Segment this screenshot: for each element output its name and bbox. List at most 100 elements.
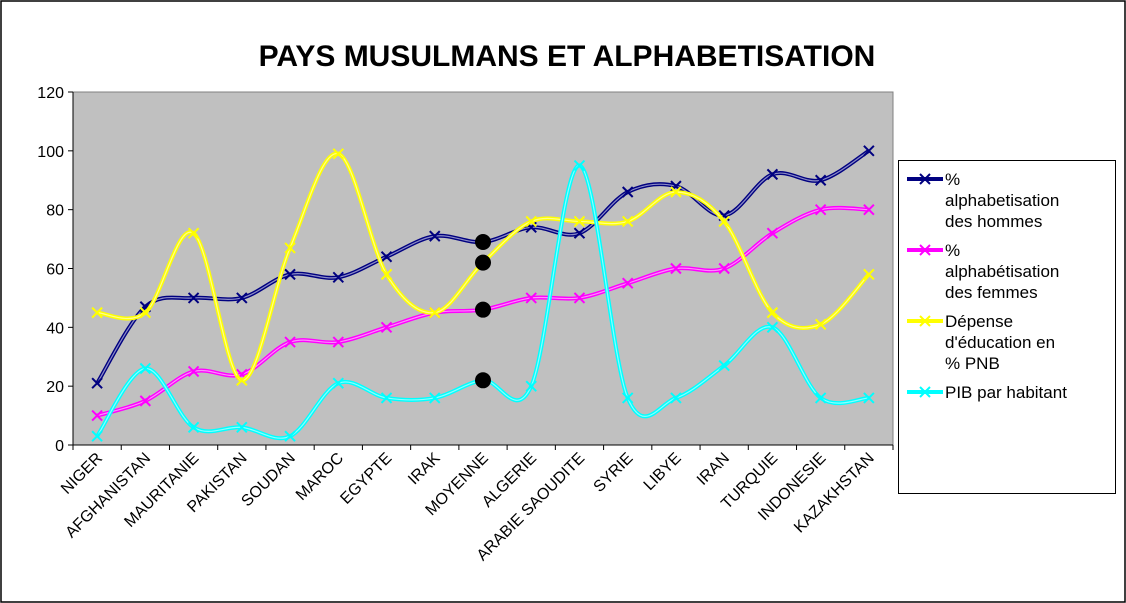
data-point [380, 392, 393, 404]
highlight-point [475, 234, 491, 251]
data-point [621, 277, 634, 289]
marker [919, 244, 931, 256]
data-point [187, 365, 200, 378]
data-point [766, 321, 779, 334]
marker [236, 374, 248, 386]
marker [525, 215, 537, 228]
data-point [814, 203, 827, 216]
legend-entry: % alphabétisation des femmes [903, 240, 1073, 303]
data-point [718, 262, 730, 275]
marker [863, 203, 875, 216]
data-point [525, 215, 537, 228]
data-point [187, 421, 200, 434]
data-point [621, 186, 634, 198]
legend-swatch [907, 244, 943, 256]
legend-swatch [907, 386, 943, 398]
data-point [863, 392, 875, 404]
data-point [91, 306, 103, 319]
marker [814, 392, 827, 404]
data-point [573, 292, 586, 304]
marker [814, 318, 827, 331]
legend-label: Dépense d'éducation en % PNB [945, 312, 1056, 373]
marker [766, 168, 779, 181]
data-point [814, 392, 827, 404]
marker [718, 262, 730, 275]
highlight-point [475, 372, 491, 389]
data-point [863, 203, 875, 216]
legend-swatch [907, 315, 943, 327]
marker [91, 306, 103, 319]
marker [187, 227, 200, 239]
marker [814, 203, 827, 216]
marker [863, 268, 875, 281]
data-point [429, 230, 441, 242]
marker [621, 186, 634, 198]
marker [621, 215, 634, 228]
marker [919, 386, 931, 398]
marker [718, 215, 730, 228]
data-point [284, 336, 296, 348]
marker [670, 392, 682, 404]
marker [621, 392, 634, 404]
marker [814, 174, 827, 186]
data-point [718, 359, 730, 372]
y-tick-label: 40 [46, 320, 64, 337]
marker [380, 268, 393, 281]
legend-entry: % alphabetisation des hommes [903, 169, 1073, 232]
data-point [621, 392, 634, 404]
data-point [332, 148, 345, 160]
legend-swatch [907, 173, 943, 185]
data-point [863, 145, 875, 157]
data-point [139, 395, 152, 407]
legend-label: % alphabetisation des hommes [945, 170, 1060, 231]
y-tick-label: 80 [46, 203, 64, 220]
marker [380, 321, 393, 334]
highlight-point [475, 301, 491, 318]
marker [766, 227, 779, 239]
marker [332, 148, 345, 160]
data-point [766, 227, 779, 239]
data-point [573, 215, 586, 228]
data-point [284, 242, 296, 254]
data-point [621, 215, 634, 228]
legend: % alphabetisation des hommes % alphabétis… [898, 160, 1116, 494]
marker [525, 292, 537, 304]
marker [766, 321, 779, 334]
data-point [91, 430, 103, 442]
marker [919, 315, 931, 327]
data-point [236, 374, 248, 386]
data-point [670, 262, 682, 275]
marker [284, 242, 296, 254]
marker [332, 336, 345, 348]
marker [573, 159, 586, 172]
data-point [814, 174, 827, 186]
data-point [766, 168, 779, 181]
marker [91, 430, 103, 442]
legend-entry: Dépense d'éducation en % PNB [903, 311, 1073, 374]
marker [236, 292, 248, 304]
data-point [814, 318, 827, 331]
y-tick-label: 0 [55, 438, 64, 455]
data-point [380, 268, 393, 281]
data-point [429, 392, 441, 404]
marker [429, 230, 441, 242]
data-point [573, 159, 586, 172]
y-tick-label: 60 [46, 262, 64, 279]
data-point [236, 421, 248, 434]
data-point [718, 215, 730, 228]
marker [284, 430, 296, 442]
marker [573, 215, 586, 228]
marker [187, 421, 200, 434]
marker [380, 251, 393, 263]
marker [670, 262, 682, 275]
marker [284, 268, 296, 281]
data-point [525, 292, 537, 304]
data-point [332, 377, 345, 389]
marker [139, 362, 152, 375]
data-point [236, 292, 248, 304]
data-point [429, 306, 441, 319]
data-point [863, 268, 875, 281]
data-point [91, 409, 103, 422]
data-point [139, 306, 152, 319]
data-point [380, 251, 393, 263]
